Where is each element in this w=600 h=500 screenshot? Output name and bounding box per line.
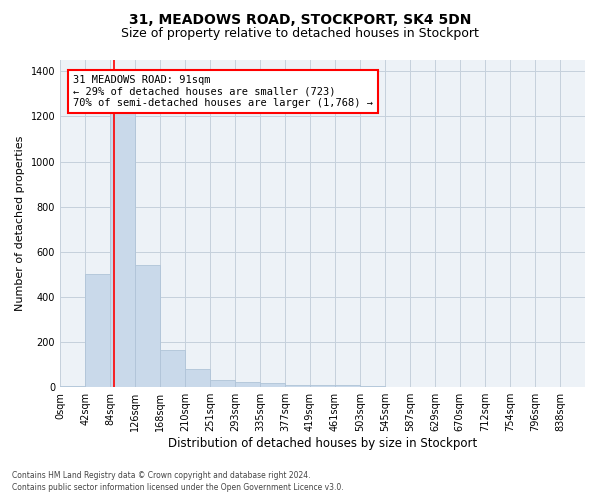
Bar bbox=[110, 110, 135, 387]
Text: 31, MEADOWS ROAD, STOCKPORT, SK4 5DN: 31, MEADOWS ROAD, STOCKPORT, SK4 5DN bbox=[129, 12, 471, 26]
Bar bbox=[360, 386, 385, 387]
Bar bbox=[385, 386, 410, 387]
Bar bbox=[260, 383, 285, 387]
Text: Size of property relative to detached houses in Stockport: Size of property relative to detached ho… bbox=[121, 28, 479, 40]
Bar bbox=[136, 266, 160, 387]
Bar bbox=[185, 368, 210, 387]
Bar bbox=[85, 274, 110, 387]
Bar bbox=[235, 382, 260, 387]
Bar bbox=[335, 386, 360, 387]
Bar bbox=[160, 350, 185, 387]
X-axis label: Distribution of detached houses by size in Stockport: Distribution of detached houses by size … bbox=[168, 437, 477, 450]
Text: 31 MEADOWS ROAD: 91sqm
← 29% of detached houses are smaller (723)
70% of semi-de: 31 MEADOWS ROAD: 91sqm ← 29% of detached… bbox=[73, 74, 373, 108]
Bar bbox=[210, 380, 235, 387]
Text: Contains HM Land Registry data © Crown copyright and database right 2024.: Contains HM Land Registry data © Crown c… bbox=[12, 471, 311, 480]
Bar bbox=[60, 386, 85, 387]
Bar bbox=[285, 386, 310, 387]
Text: Contains public sector information licensed under the Open Government Licence v3: Contains public sector information licen… bbox=[12, 484, 344, 492]
Bar bbox=[310, 386, 335, 387]
Y-axis label: Number of detached properties: Number of detached properties bbox=[15, 136, 25, 312]
